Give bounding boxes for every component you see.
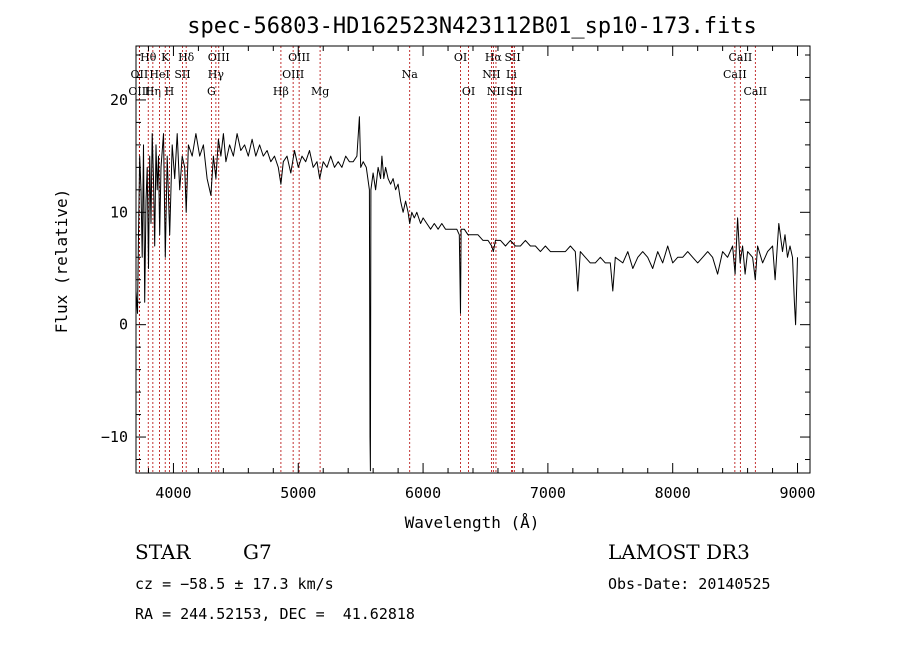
spectral-line-label: Hθ [140,51,157,64]
x-tick-label: 7000 [530,484,566,502]
spectral-line-label: Hη [145,85,161,98]
y-tick-label: 0 [119,316,128,334]
spectral-line-label: CaII [729,51,753,64]
spectrum-series [135,116,798,472]
spectral-line-label: CaII [743,85,767,98]
spectral-line-label: OIII [282,68,304,81]
spectrum-line [135,116,798,472]
y-tick-label: −10 [101,428,128,446]
spectral-line-label: OIII [128,85,150,98]
object-class: STAR [135,540,191,564]
x-tick-label: 8000 [655,484,691,502]
x-tick-label: 5000 [280,484,316,502]
spectral-line-label: SII [506,85,522,98]
spectral-line-label: Mg [311,85,329,98]
ra-dec-coordinates: RA = 244.52153, DEC = 41.62818 [135,605,415,623]
spectral-line-label: Hα [485,51,503,64]
x-tick-label: 4000 [155,484,191,502]
y-tick-label: 10 [110,203,128,221]
spectral-line-label: OI [462,85,475,98]
spectral-line-label: Hγ [208,68,225,81]
spectral-line-label: SII [504,51,520,64]
plot-frame [135,45,811,474]
y-axis-label: Flux (relative) [52,189,71,334]
survey-name: LAMOST DR3 [608,540,750,564]
spectral-line-label: NII [482,68,500,81]
chart-title: spec-56803-HD162523N423112B01_sp10-173.f… [187,14,757,39]
spectral-line-label: CaII [723,68,747,81]
spectral-line-label: HeI [149,68,169,81]
spectral-line-label: G [207,85,216,98]
spectral-line-label: Hδ [178,51,195,64]
x-tick-label: 6000 [405,484,441,502]
spectral-line-label: OIII [208,51,230,64]
spectral-line-label: OIII [288,51,310,64]
spectral-line-label: OI [454,51,467,64]
axis-ticks: 4000 5000 6000 7000 8000 9000 −10 0 10 20 [101,46,816,502]
observation-date: Obs-Date: 20140525 [608,575,771,593]
spectral-line-label: K [161,51,170,64]
x-tick-label: 9000 [779,484,815,502]
x-axis-label: Wavelength (Å) [405,513,540,532]
spectral-line-label: Hβ [273,85,289,98]
axes [135,45,811,474]
spectral-line-label: Na [402,68,419,81]
spectral-line-label: Li [506,68,517,81]
spectral-line-label: NII [487,85,505,98]
spectral-line-label: SII [174,68,190,81]
spectral-line-label: H [165,85,175,98]
object-subclass: G7 [243,540,272,564]
redshift-cz: cz = −58.5 ± 17.3 km/s [135,575,334,593]
y-tick-label: 20 [110,91,128,109]
